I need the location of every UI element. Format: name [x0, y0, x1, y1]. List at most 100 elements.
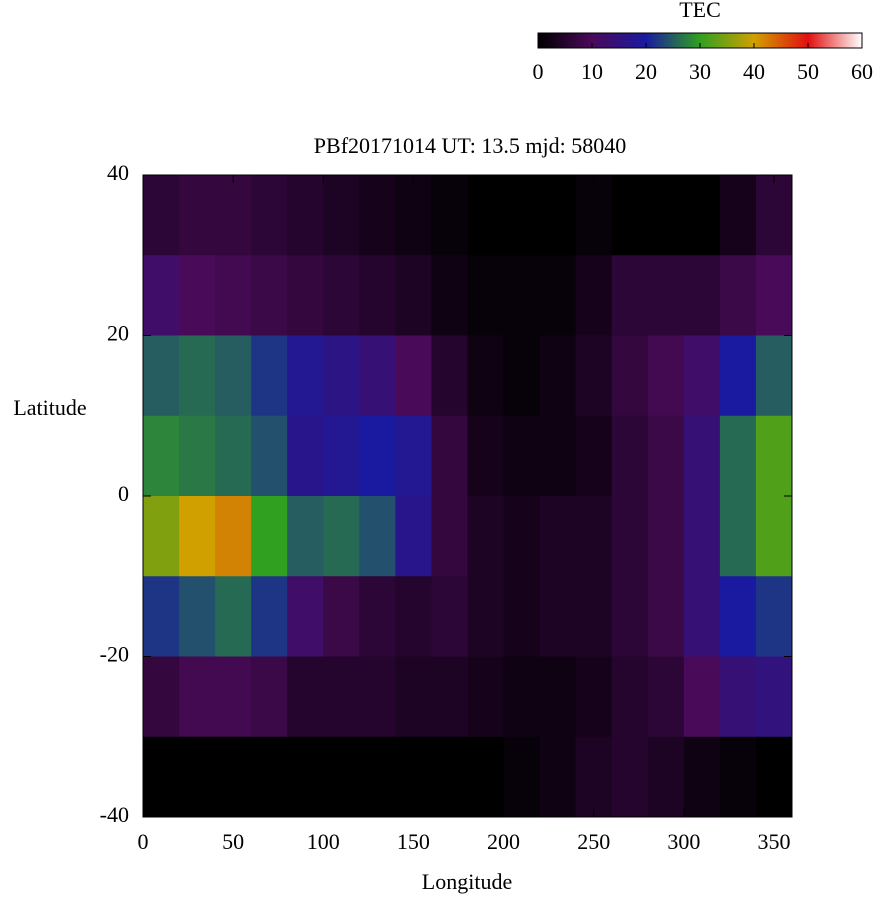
heatmap-cell	[755, 255, 793, 336]
heatmap-cell	[719, 335, 757, 417]
y-tick-label: -20	[100, 642, 129, 667]
heatmap-cell	[179, 496, 216, 577]
heatmap-cell	[575, 175, 613, 256]
heatmap-cell	[611, 255, 649, 336]
heatmap-cell	[467, 736, 505, 818]
heatmap-cell	[251, 736, 288, 818]
heatmap-cell	[251, 175, 288, 256]
heatmap-cell	[395, 415, 432, 497]
heatmap-cell	[683, 656, 721, 738]
heatmap-cell	[179, 415, 216, 497]
heatmap-cell	[143, 576, 180, 657]
x-tick-label: 50	[222, 829, 244, 854]
heatmap-cell	[431, 175, 468, 256]
heatmap-cell	[467, 656, 505, 738]
heatmap-cell	[575, 415, 613, 497]
heatmap-cell	[287, 656, 324, 738]
heatmap-cell	[215, 736, 252, 818]
x-tick-label: 0	[138, 829, 149, 854]
heatmap-cell	[539, 415, 577, 497]
colorbar-tick-label: 20	[635, 59, 657, 84]
heatmap-cell	[467, 175, 505, 256]
heatmap-cell	[323, 496, 360, 577]
heatmap-cell	[467, 415, 505, 497]
heatmap-cell	[575, 576, 613, 657]
heatmap-cell	[647, 656, 685, 738]
heatmap-cell	[215, 335, 252, 417]
heatmap-cell	[539, 656, 577, 738]
heatmap-cell	[647, 415, 685, 497]
heatmap-cell	[755, 736, 793, 818]
heatmap-cell	[359, 576, 396, 657]
heatmap-cell	[503, 576, 541, 657]
heatmap-cell	[719, 576, 757, 657]
heatmap-cell	[215, 415, 252, 497]
heatmap-cell	[287, 415, 324, 497]
heatmap-cell	[503, 496, 541, 577]
heatmap-cell	[575, 255, 613, 336]
heatmap-cell	[647, 255, 685, 336]
heatmap-cell	[179, 736, 216, 818]
heatmap-cell	[359, 175, 396, 256]
heatmap-cell	[683, 576, 721, 657]
heatmap-cell	[467, 496, 505, 577]
heatmap-cell	[647, 576, 685, 657]
heatmap-cell	[611, 415, 649, 497]
heatmap-cell	[287, 576, 324, 657]
heatmap-cell	[575, 335, 613, 417]
heatmap-cell	[287, 736, 324, 818]
heatmap-cell	[431, 576, 468, 657]
heatmap-cell	[323, 656, 360, 738]
heatmap-cell	[539, 496, 577, 577]
heatmap-cell	[719, 656, 757, 738]
heatmap-cell	[395, 736, 432, 818]
heatmap-cell	[503, 335, 541, 417]
heatmap-cell	[575, 496, 613, 577]
colorbar-tick-label: 40	[743, 59, 765, 84]
heatmap-cell	[683, 335, 721, 417]
heatmap-cell	[755, 656, 793, 738]
x-tick-label: 300	[667, 829, 700, 854]
heatmap-cell	[143, 656, 180, 738]
heatmap-cell	[431, 415, 468, 497]
heatmap-cell	[575, 656, 613, 738]
heatmap-cell	[395, 576, 432, 657]
heatmap-cell	[503, 415, 541, 497]
heatmap-cell	[647, 736, 685, 818]
heatmap-cell	[251, 335, 288, 417]
heatmap-cell	[359, 335, 396, 417]
heatmap-cell	[467, 576, 505, 657]
heatmap-cell	[179, 576, 216, 657]
heatmap-cell	[179, 335, 216, 417]
heatmap-cell	[179, 175, 216, 256]
heatmap-cell	[611, 496, 649, 577]
heatmap-cell	[323, 335, 360, 417]
colorbar-tick-label: 30	[689, 59, 711, 84]
heatmap-cell	[611, 576, 649, 657]
heatmap-cell	[323, 736, 360, 818]
heatmap-cell	[719, 736, 757, 818]
heatmap-cell	[539, 335, 577, 417]
heatmap-cell	[395, 496, 432, 577]
heatmap-cell	[359, 415, 396, 497]
heatmap-cell	[719, 415, 757, 497]
y-tick-label: 0	[118, 481, 129, 506]
heatmap-cell	[287, 255, 324, 336]
heatmap-cell	[611, 736, 649, 818]
chart-title: PBf20171014 UT: 13.5 mjd: 58040	[314, 133, 626, 158]
heatmap-cell	[359, 736, 396, 818]
heatmap-cell	[395, 175, 432, 256]
heatmap-cell	[719, 255, 757, 336]
heatmap-cell	[359, 255, 396, 336]
heatmap-cell	[647, 335, 685, 417]
heatmap-cell	[539, 255, 577, 336]
colorbar-tick-label: 60	[851, 59, 873, 84]
heatmap-cell	[539, 175, 577, 256]
y-axis-label: Latitude	[13, 395, 86, 420]
heatmap-cell	[323, 576, 360, 657]
heatmap-cell	[143, 255, 180, 336]
heatmap-cell	[755, 576, 793, 657]
heatmap-cell	[755, 335, 793, 417]
heatmap-cell	[431, 736, 468, 818]
